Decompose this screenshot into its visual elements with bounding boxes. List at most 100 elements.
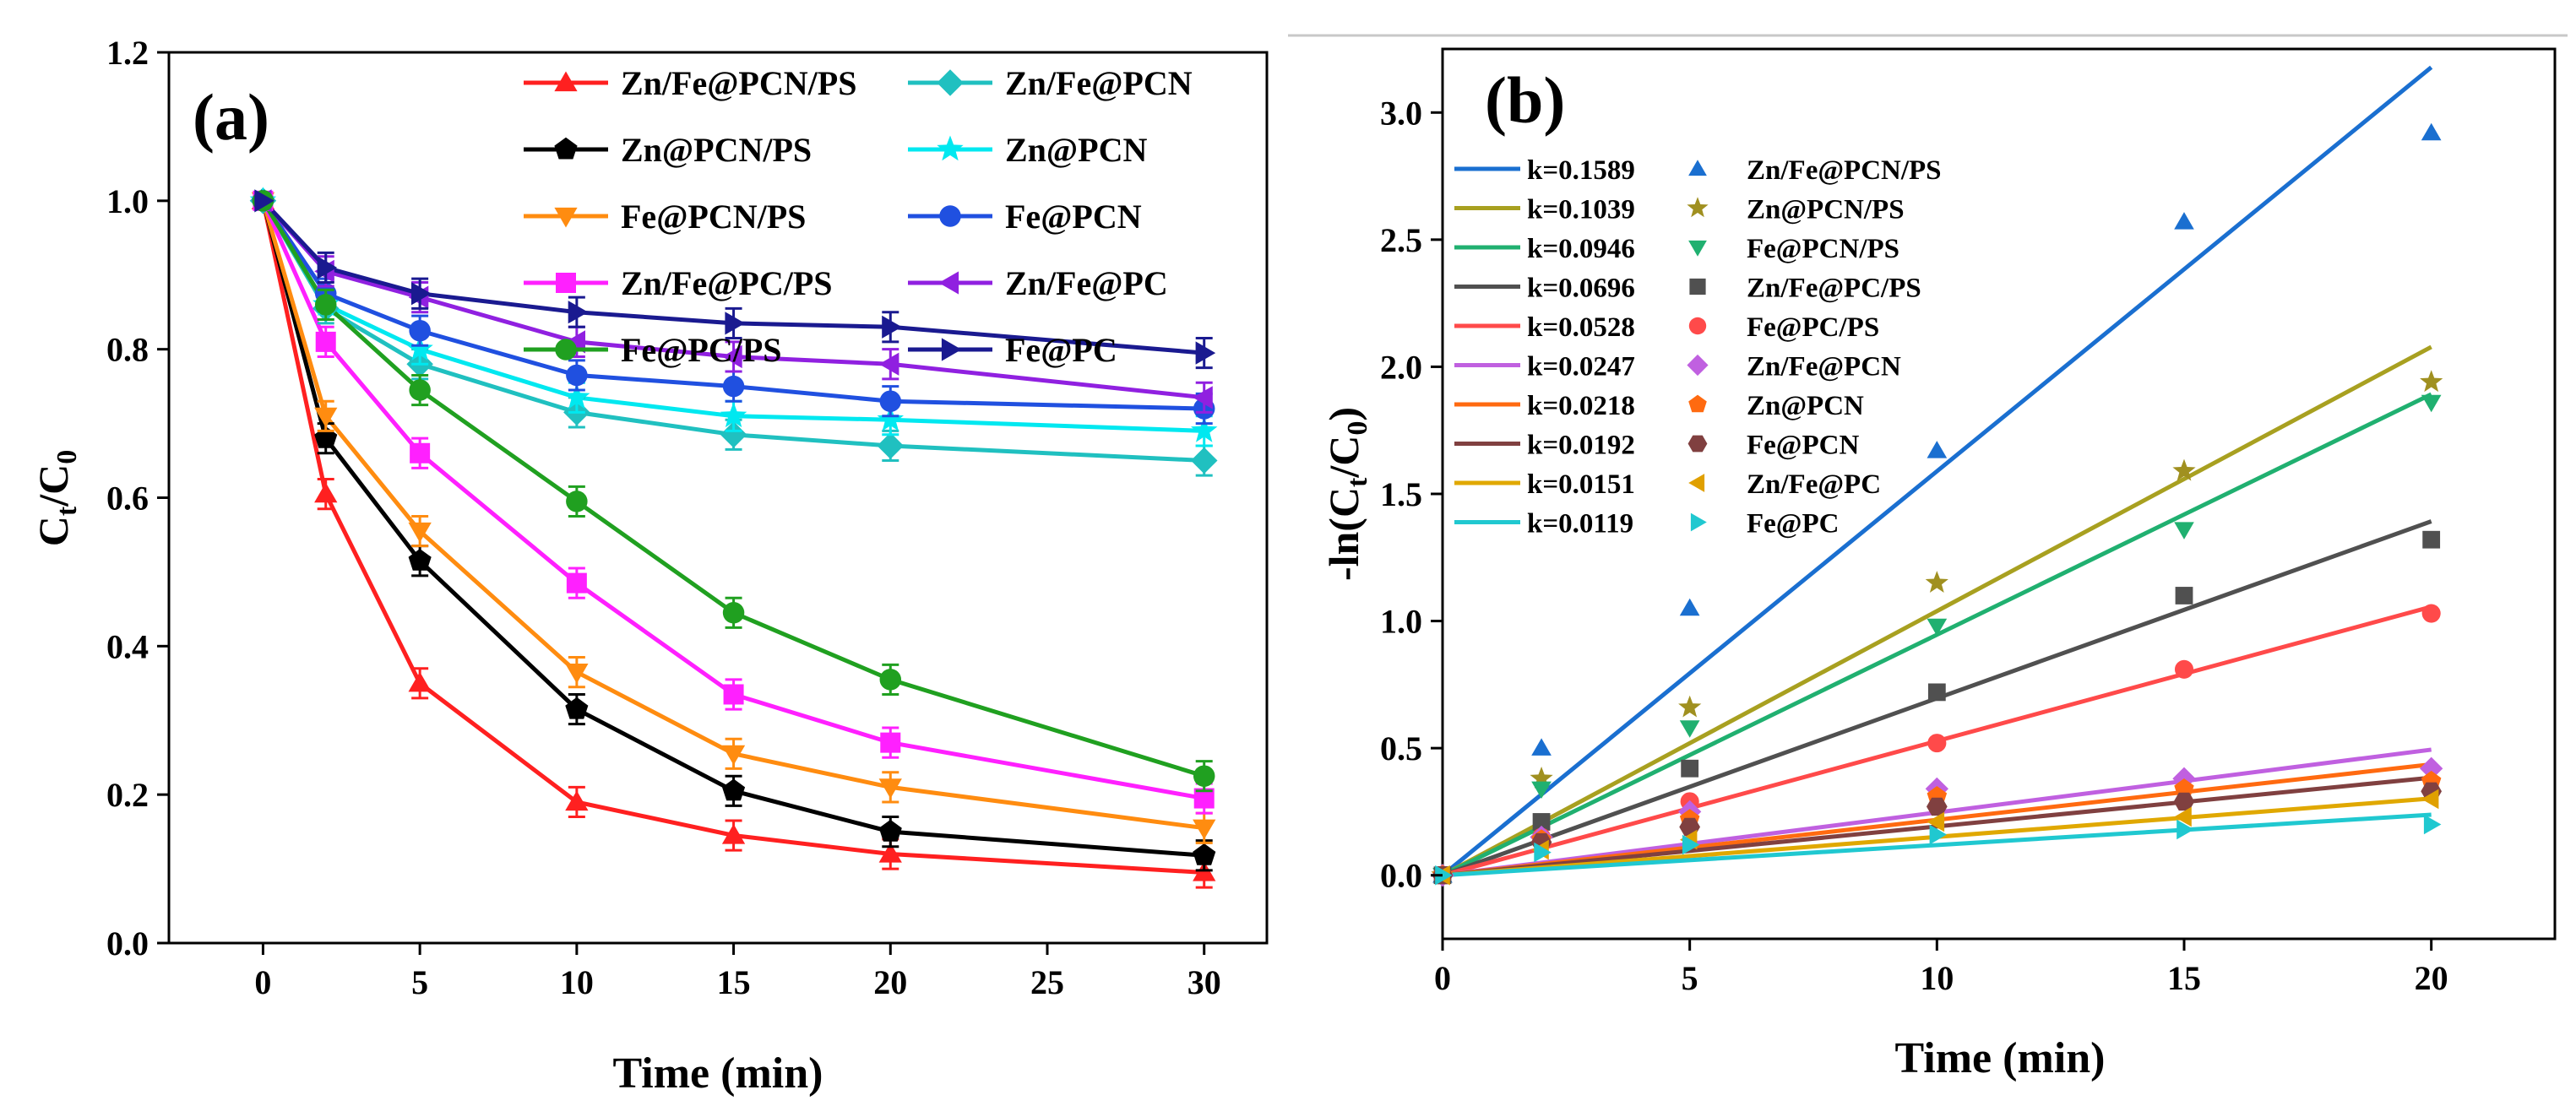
panel-b-legend-fit-label: k=0.0119 — [1527, 509, 1633, 539]
panel-b-legend-fit-label: k=0.0192 — [1527, 431, 1635, 461]
panel-b-point-zn-fe-pc — [2421, 789, 2439, 810]
panel-a-point-fe-pcn — [566, 364, 588, 387]
panel-b-legend-series-label: Zn/Fe@PCN — [1747, 352, 1901, 382]
panel-a-point-fe-pcn-ps — [1193, 819, 1216, 840]
panel-b-legend-marker-zn-pcn-ps — [1687, 197, 1709, 218]
panel-b-y-tick-label: 3.0 — [1380, 94, 1422, 132]
panel-b-legend-marker-zn-fe-pcn-ps — [1688, 160, 1707, 176]
panel-a-point-fe-pcn — [409, 319, 431, 342]
panel-b-y-tick-label: 2.5 — [1380, 221, 1422, 259]
panel-b-y-tick-label: 0.0 — [1380, 857, 1422, 895]
panel-a-point-zn-pcn-ps — [1193, 843, 1216, 865]
panel-a-point-zn-fe-pcn — [720, 421, 747, 448]
panel-b-legend-series-label: Zn@PCN — [1747, 391, 1864, 421]
panel-b-point-zn-fe-pcn-ps — [1531, 738, 1552, 756]
panel-a-legend-label: Fe@PC — [1005, 331, 1117, 369]
panel-a-point-fe-pc-ps — [1193, 765, 1215, 787]
panel-a-point-fe-pc — [725, 312, 746, 335]
panel-a-point-zn-fe-pc — [722, 344, 742, 369]
panel-a-legend-label: Zn/Fe@PCN/PS — [621, 64, 856, 102]
panel-b-legend-fit-label: k=0.0528 — [1527, 312, 1635, 343]
panel-b-legend-marker-zn-fe-pcn — [1687, 354, 1709, 377]
panel-a-y-axis-title: Ct/C0 — [30, 450, 83, 546]
panel-b-legend-fit-label: k=0.0218 — [1527, 391, 1635, 421]
panel-a-y-tick-label: 1.2 — [106, 34, 149, 72]
panel-a-point-fe-pc-ps — [879, 669, 902, 691]
panel-a-point-zn-fe-pcn — [1191, 447, 1218, 474]
panel-a-point-zn-fe-pc-ps — [566, 572, 587, 594]
panel-a-x-tick-label: 30 — [1187, 963, 1221, 1001]
panel-b-y-tick-label: 0.5 — [1380, 729, 1422, 767]
panel-b-legend-series-label: Zn/Fe@PCN/PS — [1747, 155, 1942, 186]
panel-a-legend-marker-fe-pcn-ps — [554, 207, 578, 228]
panel-a-point-zn-fe-pcn-ps — [408, 671, 432, 692]
panel-b-point-zn-fe-pcn — [2420, 756, 2443, 780]
panel-b-legend-marker-fe-pcn — [1687, 435, 1708, 453]
panel-b-point-fe-pc-ps — [2421, 604, 2441, 623]
panel-b-point-fe-pc — [1534, 842, 1552, 863]
panel-b-legend-marker-fe-pc — [1690, 512, 1707, 532]
panel-a-legend-marker-zn-fe-pc-ps — [556, 273, 576, 293]
panel-a-legend-label: Fe@PC/PS — [621, 331, 782, 369]
panel-b-point-zn-fe-pc — [1927, 811, 1945, 832]
panel-a-point-zn-pcn — [720, 402, 747, 428]
panel-b-point-fe-pc — [1435, 865, 1453, 886]
panel-a-x-tick-label: 25 — [1030, 963, 1064, 1001]
panel-a-point-zn-fe-pc-ps — [410, 442, 431, 464]
panel-a-x-tick-label: 20 — [873, 963, 907, 1001]
panel-b-point-fe-pcn-ps — [1679, 720, 1700, 738]
panel-b-point-zn-pcn-ps — [1925, 571, 1948, 593]
panel-b-point-fe-pcn — [2173, 792, 2195, 811]
panel-a-point-fe-pcn — [879, 390, 902, 412]
panel-a-point-fe-pcn-ps — [314, 407, 338, 428]
panel-a-point-zn-pcn — [563, 383, 590, 409]
panel-b-point-zn-pcn-ps — [2172, 458, 2196, 481]
panel-a-point-zn-fe-pc-ps — [880, 732, 901, 753]
panel-a-legend-label: Zn/Fe@PCN — [1005, 64, 1193, 102]
panel-a-point-fe-pcn-ps — [408, 522, 432, 543]
panel-a-point-fe-pc-ps — [722, 602, 745, 624]
panel-b-legend-marker-zn-fe-pc — [1688, 474, 1705, 492]
panel-a-legend-label: Fe@PCN — [1005, 198, 1142, 236]
panel-a-legend-label: Zn/Fe@PC/PS — [621, 264, 833, 302]
panel-b-point-fe-pcn-ps — [2174, 522, 2194, 539]
panel-a-point-fe-pcn-ps — [721, 745, 746, 766]
panel-b-legend-series-label: Zn@PCN/PS — [1747, 195, 1905, 225]
panel-b-y-tick-label: 1.0 — [1380, 603, 1422, 641]
panel-a: 0 5 10 15 20 25 30 0.0 0.2 0.4 0.6 0.8 1.0 1.2 Zn/Fe… — [30, 34, 1269, 1098]
panel-b-legend-series-label: Zn/Fe@PC — [1747, 469, 1881, 500]
panel-b-legend-fit-label: k=0.1589 — [1527, 155, 1635, 186]
panel-b: 0 5 10 15 20 0.0 0.5 1.0 1.5 2.0 2.5 3.0 k=0.1589 Z… — [1320, 47, 2557, 1082]
panel-b-y-tick-label: 2.0 — [1380, 348, 1422, 386]
panel-a-y-tick-label: 0.8 — [106, 331, 149, 369]
panel-a-legend-marker-zn-fe-pcn-ps — [554, 71, 578, 92]
panel-a-point-zn-fe-pc — [1193, 386, 1213, 409]
panel-b-point-zn-fe-pcn-ps — [2421, 122, 2442, 141]
panel-b-legend-marker-zn-fe-pc-ps — [1689, 278, 1706, 295]
panel-a-legend-marker-fe-pc-ps — [555, 339, 577, 361]
panel-a-point-zn-pcn-ps — [722, 778, 746, 801]
panel-a-point-zn-pcn-ps — [878, 819, 902, 842]
panel-b-y-tick-label: 1.5 — [1380, 475, 1422, 513]
panel-a-x-axis-title: Time (min) — [613, 1049, 823, 1098]
panel-a-point-zn-fe-pcn-ps — [878, 843, 902, 863]
panel-b-x-tick-label: 20 — [2415, 959, 2448, 997]
panel-a-point-fe-pc — [1195, 341, 1216, 365]
panel-b-point-fe-pc — [2177, 819, 2194, 840]
panel-b-point-fe-pcn — [1927, 797, 1948, 816]
panel-b-point-zn-pcn-ps — [1530, 767, 1553, 789]
panel-a-point-fe-pcn — [722, 375, 745, 398]
panel-a-point-zn-pcn — [877, 405, 904, 431]
panel-a-point-fe-pc — [568, 301, 589, 324]
panel-b-point-zn-fe-pc-ps — [1681, 759, 1699, 778]
panel-a-legend-marker-fe-pc — [941, 338, 962, 361]
panel-b-point-fe-pcn-ps — [1927, 618, 1948, 637]
panel-a-point-fe-pc — [411, 282, 432, 306]
panel-a-point-zn-fe-pcn-ps — [721, 824, 746, 844]
panel-a-y-tick-label: 0.6 — [106, 480, 149, 518]
panel-a-point-fe-pc-ps — [566, 491, 588, 512]
panel-a-legend-marker-zn-fe-pcn — [937, 69, 964, 96]
panel-b-label: (b) — [1485, 63, 1565, 137]
panel-a-point-fe-pc — [882, 315, 902, 339]
